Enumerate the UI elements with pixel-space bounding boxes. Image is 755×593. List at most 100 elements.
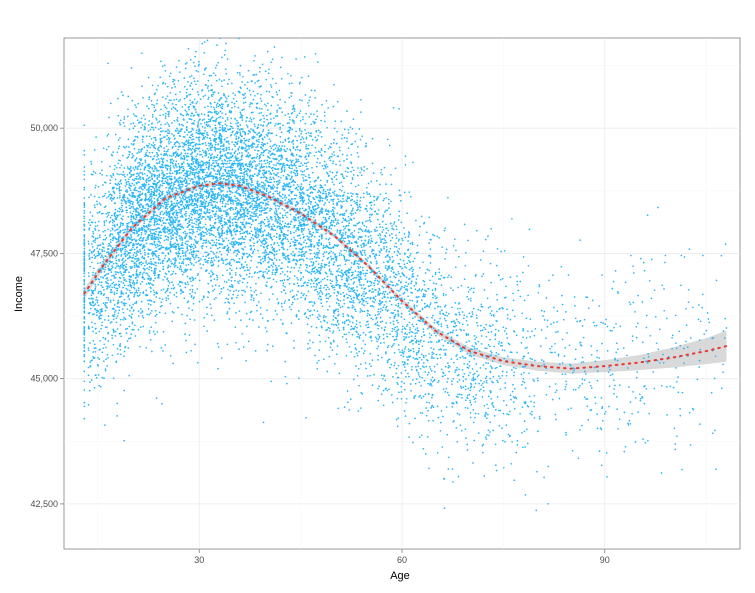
data-point [125,209,128,212]
data-point [359,311,362,313]
data-point [152,128,155,131]
data-point [149,146,152,149]
data-point [256,133,258,136]
data-point [102,147,105,150]
data-point [112,151,114,153]
data-point [233,133,236,136]
data-point [485,438,488,440]
data-point [138,158,141,160]
data-point [94,172,97,174]
data-point [250,236,253,239]
data-point [414,382,417,385]
data-point [83,149,86,152]
data-point [357,410,360,412]
data-point [301,164,304,167]
data-point [87,347,90,350]
data-point [203,325,205,328]
data-point [153,272,156,275]
data-point [338,146,341,149]
data-point [657,348,660,351]
data-point [665,317,668,320]
data-point [366,272,368,275]
data-point [187,203,189,206]
data-point [503,357,506,360]
data-point [217,112,220,114]
data-point [258,155,261,157]
data-point [565,380,567,383]
data-point [117,139,120,141]
data-point [360,347,363,350]
data-point [527,294,529,297]
data-point [181,270,183,272]
data-point [453,238,456,241]
data-point [143,128,146,131]
data-point [104,192,107,195]
data-point [150,100,153,102]
data-point [87,289,90,292]
data-point [501,374,504,377]
data-point [334,316,337,319]
data-point [244,235,247,238]
data-point [132,229,134,232]
data-point [479,367,482,369]
data-point [256,187,259,190]
data-point [303,255,306,257]
data-point [397,270,399,273]
data-point [90,321,93,324]
data-point [312,305,314,307]
data-point [192,247,195,250]
data-point [516,351,518,354]
data-point [130,333,133,336]
data-point [614,384,616,387]
data-point [183,142,185,144]
data-point [340,250,342,252]
data-point [540,359,543,361]
data-point [502,466,505,469]
data-point [262,260,265,263]
data-point [555,331,557,333]
data-point [527,264,530,267]
data-point [312,282,315,285]
data-point [348,294,350,297]
data-point [521,312,523,315]
data-point [413,257,416,260]
data-point [128,238,131,240]
data-point [212,251,214,254]
data-point [166,172,168,175]
data-point [189,179,192,182]
data-point [360,391,363,394]
data-point [481,275,483,278]
data-point [227,246,230,249]
data-point [123,173,126,176]
data-point [143,264,146,267]
data-point [250,181,253,184]
data-point [310,273,313,275]
data-point [452,289,454,292]
data-point [303,162,306,165]
data-point [484,347,487,350]
data-point [612,280,615,283]
data-point [277,104,279,106]
data-point [129,252,131,254]
data-point [155,119,158,121]
data-point [405,401,407,404]
data-point [444,227,446,230]
data-point [642,357,645,360]
data-point [275,158,278,161]
data-point [188,136,191,139]
data-point [397,321,399,324]
data-point [227,213,230,216]
data-point [199,221,201,223]
data-point [634,311,636,313]
data-point [229,273,232,276]
data-point [181,201,184,204]
data-point [299,187,302,189]
data-point [388,202,390,205]
data-point [152,144,155,147]
data-point [161,402,163,405]
data-point [193,165,196,168]
data-point [235,177,238,180]
data-point [333,127,336,130]
data-point [239,139,242,141]
data-point [116,187,118,190]
